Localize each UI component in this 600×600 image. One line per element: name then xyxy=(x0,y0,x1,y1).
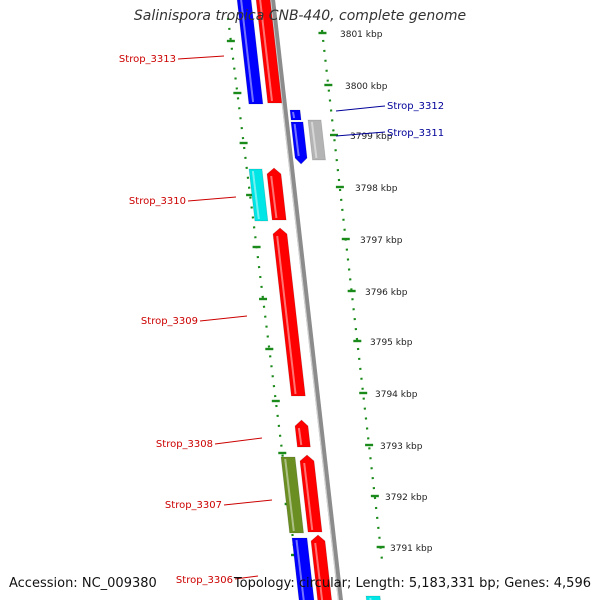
gene-label[interactable]: Strop_3306 xyxy=(176,575,233,586)
gene-strop-3310-shine xyxy=(270,175,278,219)
gene-label[interactable]: Strop_3307 xyxy=(165,500,222,511)
gene-strop-3310-cyan-shine xyxy=(251,170,260,220)
label-leaders xyxy=(177,55,386,580)
genome-stats: Topology: circularLength: 5,183,331 bpGe… xyxy=(234,576,591,591)
label-leader-line xyxy=(223,499,273,506)
label-leader-line xyxy=(234,575,259,580)
label-leader-line xyxy=(199,315,248,322)
gene-label[interactable]: Strop_3311 xyxy=(387,128,444,139)
gene-strop-3308-shine xyxy=(297,427,303,446)
backbone-highlight xyxy=(269,0,340,600)
label-leader-line xyxy=(335,131,386,137)
gene-strop-3313-partner xyxy=(236,0,264,105)
gene-cyan-bottom-shine xyxy=(369,597,372,600)
gene-strop-3311-blue xyxy=(290,121,308,165)
topology-text: Topology: circular xyxy=(233,576,347,591)
scale-tick-label: 3792 kbp xyxy=(385,493,428,503)
label-leader-line xyxy=(177,55,225,60)
gene-strop-3307-olive-shine xyxy=(284,458,295,532)
scale-tick-label: 3800 kbp xyxy=(345,82,388,92)
gene-label[interactable]: Strop_3310 xyxy=(129,196,186,207)
gene-strop-3309-shine xyxy=(276,235,297,395)
accession-text: Accession: NC_009380 xyxy=(9,576,157,591)
gene-strop-3307-shine xyxy=(303,462,314,531)
length-text: Length: 5,183,331 bp xyxy=(347,576,496,591)
gene-strop-3307-olive xyxy=(280,456,305,534)
gene-strop-3310 xyxy=(266,167,287,221)
gene-label[interactable]: Strop_3312 xyxy=(387,101,444,112)
accession-label: Accession: xyxy=(9,576,78,591)
gene-features xyxy=(236,0,381,600)
gene-strop-3311-shine xyxy=(310,121,318,159)
gene-strop-3306 xyxy=(310,534,333,600)
scale-tick-label: 3791 kbp xyxy=(390,544,433,554)
label-leader-line xyxy=(187,196,237,202)
gene-strop-3310-cyan xyxy=(248,168,269,222)
backbone-line xyxy=(270,0,343,600)
accession-number: NC_009380 xyxy=(81,576,157,591)
gene-strop-3306-blue xyxy=(291,537,315,600)
gene-label[interactable]: Strop_3309 xyxy=(141,316,198,327)
map-title: Salinispora tropica CNB-440, complete ge… xyxy=(133,8,467,24)
gene-label[interactable]: Strop_3313 xyxy=(119,54,176,65)
gene-label[interactable]: Strop_3308 xyxy=(156,439,213,450)
gene-strop-3313-shine xyxy=(259,0,273,102)
scale-tick-label: 3797 kbp xyxy=(360,236,403,246)
genes-count: Genes: 4,596 xyxy=(496,576,591,591)
ruler-inner-line xyxy=(226,17,302,596)
genome-backbone xyxy=(269,0,343,600)
gene-cyan-bottom xyxy=(365,595,381,600)
gene-strop-3306-shine xyxy=(314,542,324,600)
gene-strop-3308 xyxy=(294,419,311,448)
gene-strop-3311-blue-shine xyxy=(293,123,300,157)
label-leader-line xyxy=(335,105,386,112)
scale-tick-label: 3801 kbp xyxy=(340,30,383,40)
scale-tick-label: 3796 kbp xyxy=(365,288,408,298)
scale-tick-label: 3793 kbp xyxy=(380,442,423,452)
scale-tick-label: 3798 kbp xyxy=(355,184,398,194)
scale-tick-label: 3795 kbp xyxy=(370,338,413,348)
gene-strop-3312 xyxy=(289,109,302,121)
gene-strop-3313-partner-shine xyxy=(240,0,255,103)
gene-strop-3309 xyxy=(272,227,306,397)
gene-strop-3306-blue-shine xyxy=(295,539,305,600)
gene-strop-3307 xyxy=(299,454,323,533)
gene-labels: Strop_3313 Strop_3312 Strop_3311 Strop_3310… xyxy=(119,54,444,586)
gene-strop-3313 xyxy=(255,0,283,104)
label-leader-line xyxy=(214,437,263,445)
gene-strop-3312-shine xyxy=(292,111,296,119)
gene-strop-3311 xyxy=(307,119,326,161)
scale-tick-label: 3794 kbp xyxy=(375,390,418,400)
scale-tick-label: 3799 kbp xyxy=(350,132,393,142)
